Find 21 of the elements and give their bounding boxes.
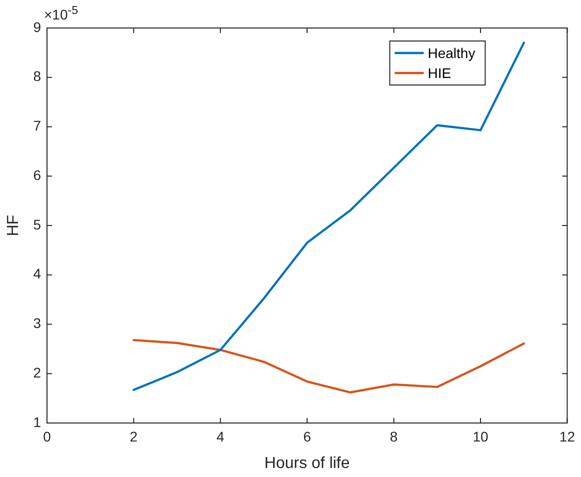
x-tick-label: 12 (559, 428, 576, 444)
x-tick-label: 0 (43, 428, 52, 444)
x-tick-label: 6 (303, 428, 312, 444)
y-tick-label: 1 (33, 414, 42, 430)
y-tick-label: 8 (33, 68, 42, 84)
x-tick-label: 8 (390, 428, 398, 444)
text: ×10$^{-5}$ (44, 4, 78, 23)
y-tick-label: 9 (33, 18, 42, 35)
y-tick-label: 5 (33, 216, 42, 232)
y-tick-label: 4 (33, 266, 42, 282)
x-tick-label: 4 (216, 428, 224, 444)
legend-label: HIE (428, 64, 452, 81)
y-axis-title: HF (5, 214, 22, 236)
legend-label: Healthy (428, 44, 476, 61)
x-tick-label: 10 (472, 428, 489, 444)
y-tick-label: 6 (33, 166, 42, 183)
x-tick-label: 2 (130, 428, 138, 444)
y-tick-label: 3 (33, 315, 42, 332)
x-axis-title: Hours of life (264, 454, 350, 472)
y-tick-label: 7 (33, 118, 42, 134)
y-tick-label: 2 (33, 364, 42, 380)
